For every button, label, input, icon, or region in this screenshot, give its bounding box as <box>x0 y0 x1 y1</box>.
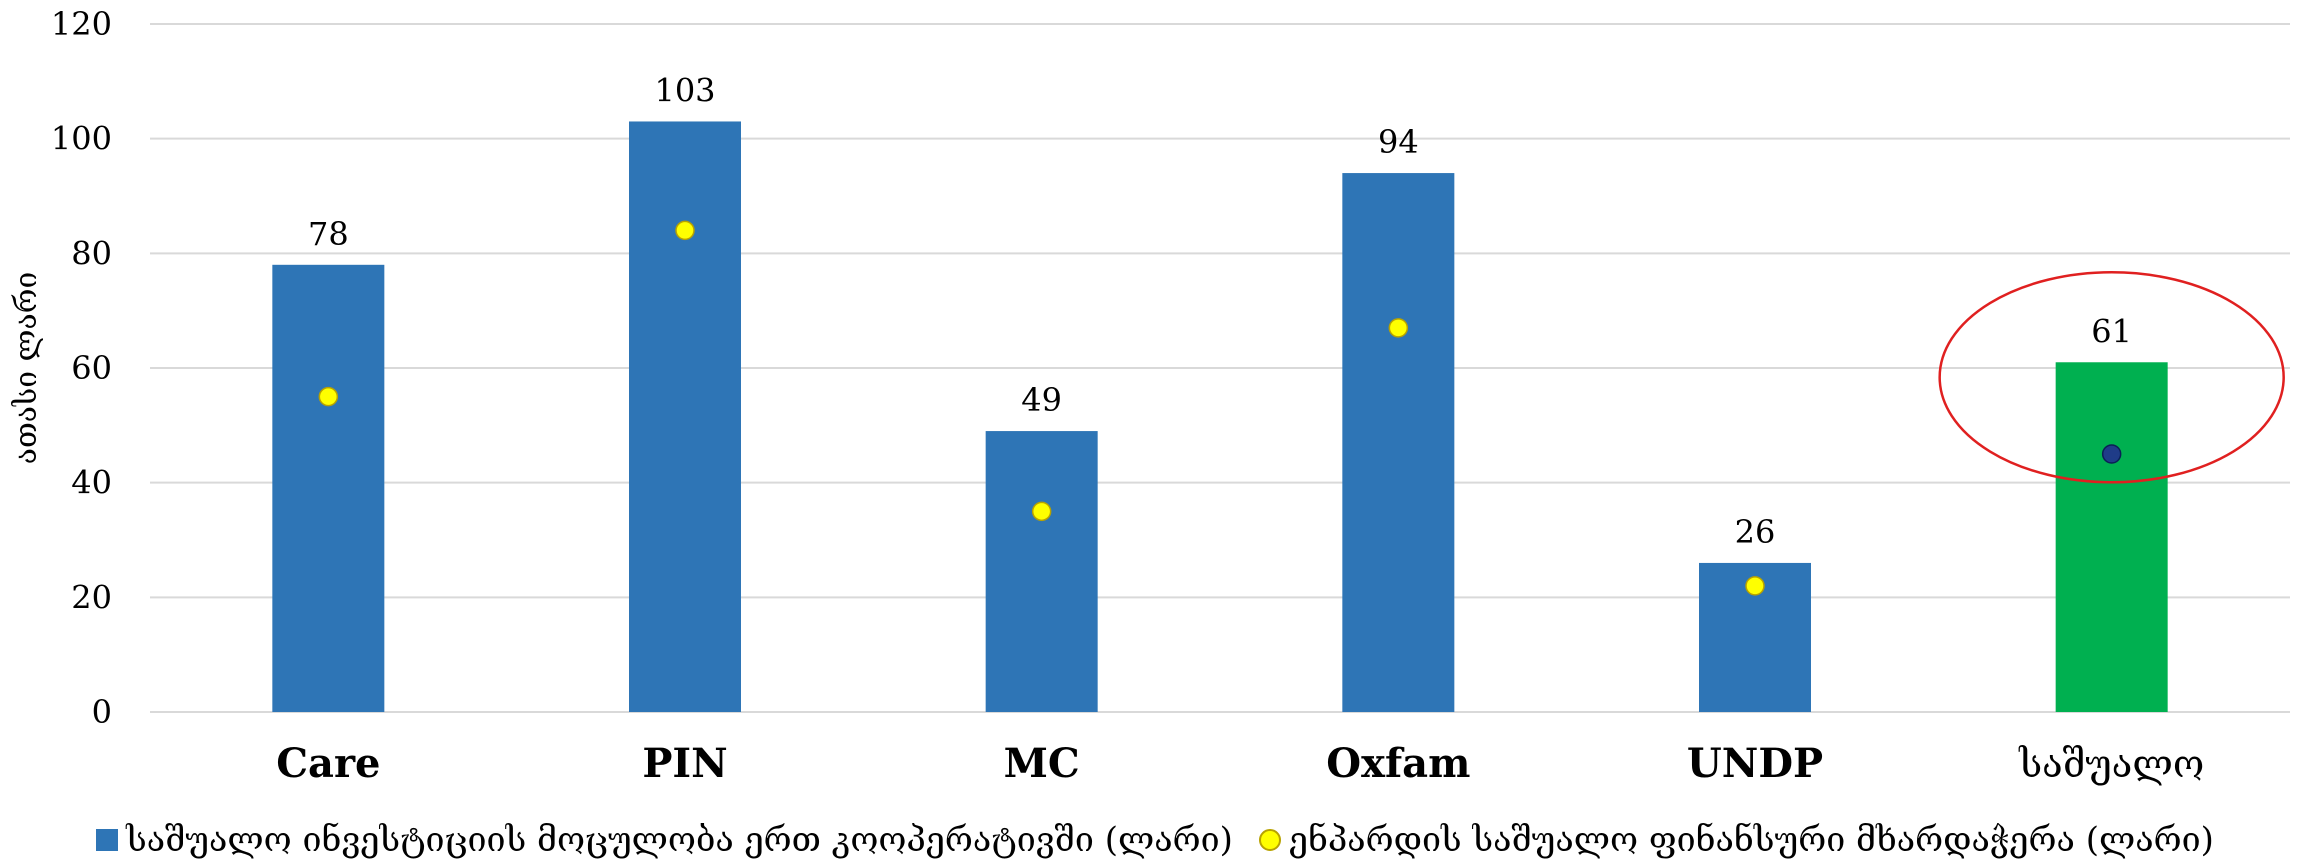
highlight-ring <box>1938 271 2285 484</box>
x-category-label: საშუალო <box>2018 742 2204 786</box>
gridlines <box>150 23 2290 713</box>
data-label: 26 <box>1735 513 1776 551</box>
support-point <box>318 386 339 407</box>
x-category-label: Care <box>276 740 380 787</box>
legend-label-support: ენპარდის საშუალო ფინანსური მხარდაჭერა (ლ… <box>1288 820 2214 860</box>
legend-label-investment: საშუალო ინვესტიციის მოცულობა ერთ კოოპერა… <box>126 820 1233 860</box>
y-tick-label: 0 <box>92 693 112 731</box>
data-label: 61 <box>2091 312 2132 350</box>
support-point <box>1745 576 1765 596</box>
support-points <box>318 220 2122 596</box>
data-labels: 78 103 49 94 26 61 <box>308 71 2132 550</box>
support-point <box>1031 501 1052 522</box>
bar <box>629 121 741 712</box>
bar <box>272 264 385 712</box>
support-point <box>675 220 695 241</box>
legend-swatch-bar <box>96 829 119 851</box>
y-tick-label: 120 <box>51 5 112 43</box>
x-category-label: Oxfam <box>1326 740 1470 787</box>
bar <box>1342 173 1455 713</box>
legend: საშუალო ინვესტიციის მოცულობა ერთ კოოპერა… <box>0 818 2310 862</box>
y-tick-label: 100 <box>51 120 112 158</box>
x-category-label: UNDP <box>1687 740 1823 787</box>
y-tick-label: 80 <box>71 234 112 272</box>
data-label: 94 <box>1378 123 1419 161</box>
bar-chart: 0 20 40 60 80 100 120 ათასი ლარი 78 103 49 94 26 61… <box>9 5 2290 787</box>
legend-item-support: ენპარდის საშუალო ფინანსური მხარდაჭერა (ლ… <box>1258 820 2214 860</box>
y-tick-label: 20 <box>71 578 112 616</box>
y-tick-label: 60 <box>71 349 112 387</box>
y-axis-ticks: 0 20 40 60 80 100 120 <box>51 5 112 731</box>
x-axis-categories: Care PIN MC Oxfam UNDP საშუალო <box>276 740 2204 787</box>
legend-swatch-dot <box>1258 829 1281 851</box>
bars <box>272 121 2168 713</box>
y-axis-label: ათასი ლარი <box>9 272 44 465</box>
legend-item-investment: საშუალო ინვესტიციის მოცულობა ერთ კოოპერა… <box>96 820 1233 860</box>
data-label: 103 <box>654 71 715 109</box>
support-point <box>2101 444 2122 464</box>
data-label: 78 <box>308 215 349 253</box>
x-category-label: MC <box>1004 740 1080 787</box>
y-tick-label: 40 <box>71 464 112 502</box>
bar <box>985 431 1098 712</box>
support-point <box>1388 318 1409 338</box>
x-category-label: PIN <box>642 740 727 787</box>
bar <box>2055 362 2168 712</box>
data-label: 49 <box>1021 381 1062 419</box>
